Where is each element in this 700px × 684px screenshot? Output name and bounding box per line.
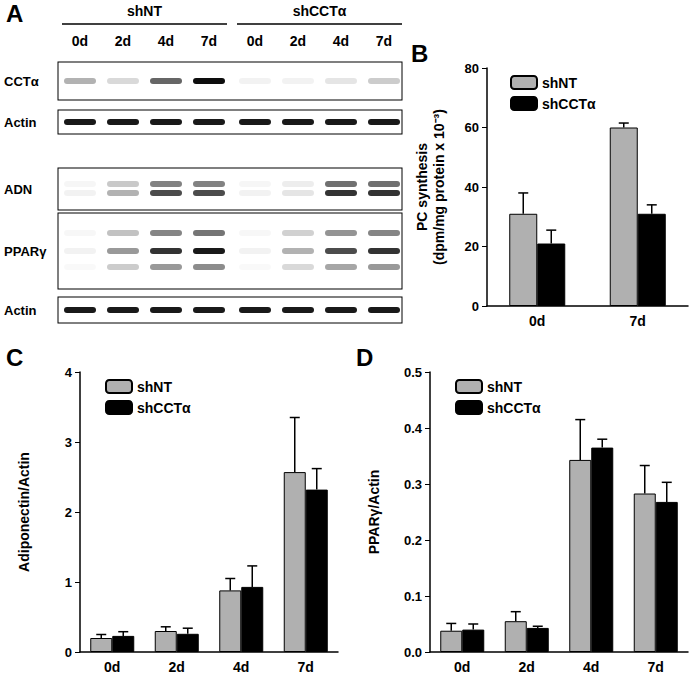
svg-text:7d: 7d [201, 33, 217, 49]
svg-text:2d: 2d [115, 33, 131, 49]
svg-text:shNT: shNT [542, 75, 577, 91]
svg-text:4d: 4d [333, 33, 349, 49]
svg-text:2: 2 [65, 505, 72, 520]
svg-text:shCCTα: shCCTα [542, 96, 596, 112]
svg-text:shCCTα: shCCTα [137, 400, 191, 416]
svg-text:4: 4 [65, 365, 73, 380]
svg-text:0.4: 0.4 [404, 421, 423, 436]
svg-text:60: 60 [465, 120, 479, 135]
svg-text:(dpm/mg protein x 10⁻³): (dpm/mg protein x 10⁻³) [431, 109, 447, 265]
svg-text:7d: 7d [630, 313, 646, 329]
svg-text:1: 1 [65, 575, 72, 590]
svg-text:0d: 0d [104, 659, 120, 675]
svg-text:ADN: ADN [4, 182, 32, 197]
svg-text:7d: 7d [298, 659, 314, 675]
svg-text:0.3: 0.3 [404, 477, 422, 492]
svg-text:2d: 2d [290, 33, 306, 49]
svg-text:shNT: shNT [487, 379, 522, 395]
svg-text:0.2: 0.2 [404, 533, 422, 548]
svg-text:CCTα: CCTα [4, 74, 39, 89]
svg-text:0d: 0d [72, 33, 88, 49]
svg-text:2d: 2d [169, 659, 185, 675]
svg-text:4d: 4d [233, 659, 249, 675]
svg-text:2d: 2d [519, 659, 535, 675]
svg-text:Actin: Actin [4, 115, 37, 130]
svg-text:0: 0 [472, 299, 479, 314]
svg-text:shCCTα: shCCTα [487, 400, 541, 416]
svg-text:40: 40 [465, 180, 479, 195]
svg-text:PPARγ/Actin: PPARγ/Actin [366, 470, 382, 555]
svg-text:0.0: 0.0 [404, 645, 422, 660]
html-text:B: B [411, 40, 429, 67]
svg-text:4d: 4d [158, 33, 174, 49]
svg-text:PPARγ: PPARγ [4, 244, 47, 259]
svg-text:0d: 0d [247, 33, 263, 49]
svg-text:0d: 0d [454, 659, 470, 675]
svg-text:PC synthesis: PC synthesis [414, 143, 430, 231]
svg-text:0d: 0d [529, 313, 545, 329]
svg-text:4d: 4d [583, 659, 599, 675]
svg-text:80: 80 [465, 61, 479, 76]
svg-text:3: 3 [65, 435, 72, 450]
html-text:D: D [356, 344, 374, 371]
svg-text:0.5: 0.5 [404, 365, 422, 380]
svg-text:0.1: 0.1 [404, 589, 422, 604]
svg-text:A: A [6, 0, 23, 27]
html-text:C: C [6, 344, 24, 371]
svg-text:shCCTα: shCCTα [293, 3, 347, 19]
svg-text:Adiponectin/Actin: Adiponectin/Actin [16, 452, 32, 572]
svg-text:7d: 7d [376, 33, 392, 49]
svg-text:20: 20 [465, 239, 479, 254]
svg-text:shNT: shNT [137, 379, 172, 395]
svg-text:0: 0 [65, 645, 72, 660]
svg-text:shNT: shNT [127, 3, 162, 19]
svg-text:Actin: Actin [4, 303, 37, 318]
svg-text:7d: 7d [648, 659, 664, 675]
